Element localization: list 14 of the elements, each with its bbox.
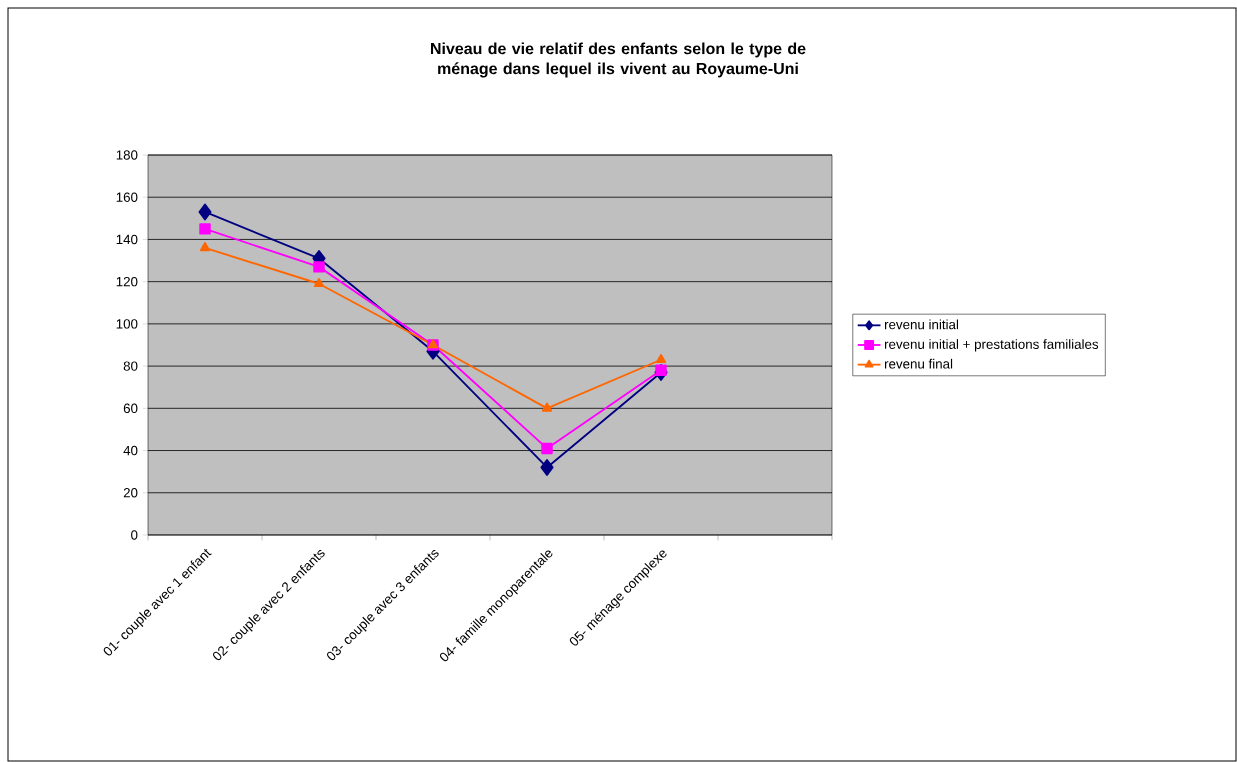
y-tick-label: 120 <box>116 276 138 287</box>
y-tick-label: 180 <box>116 150 138 160</box>
y-tick-label: 60 <box>123 403 138 414</box>
legend-label: revenu initial <box>884 319 959 330</box>
y-tick-label: 100 <box>116 319 138 329</box>
y-tick-label: 20 <box>123 488 138 498</box>
y-tick-label: 160 <box>116 192 138 202</box>
legend-label: revenu initial + prestations familiales <box>884 339 1099 352</box>
legend-label: revenu final <box>884 358 953 369</box>
chart-title: Niveau de vie relatif des enfants selon le type de ménage dans lequel ils vivent au Royaume-Uni <box>431 42 806 78</box>
y-tick-label: 140 <box>116 234 138 245</box>
y-tick-label: 40 <box>123 445 138 456</box>
y-tick-label: 80 <box>123 361 138 371</box>
y-tick-label: 0 <box>131 530 138 540</box>
